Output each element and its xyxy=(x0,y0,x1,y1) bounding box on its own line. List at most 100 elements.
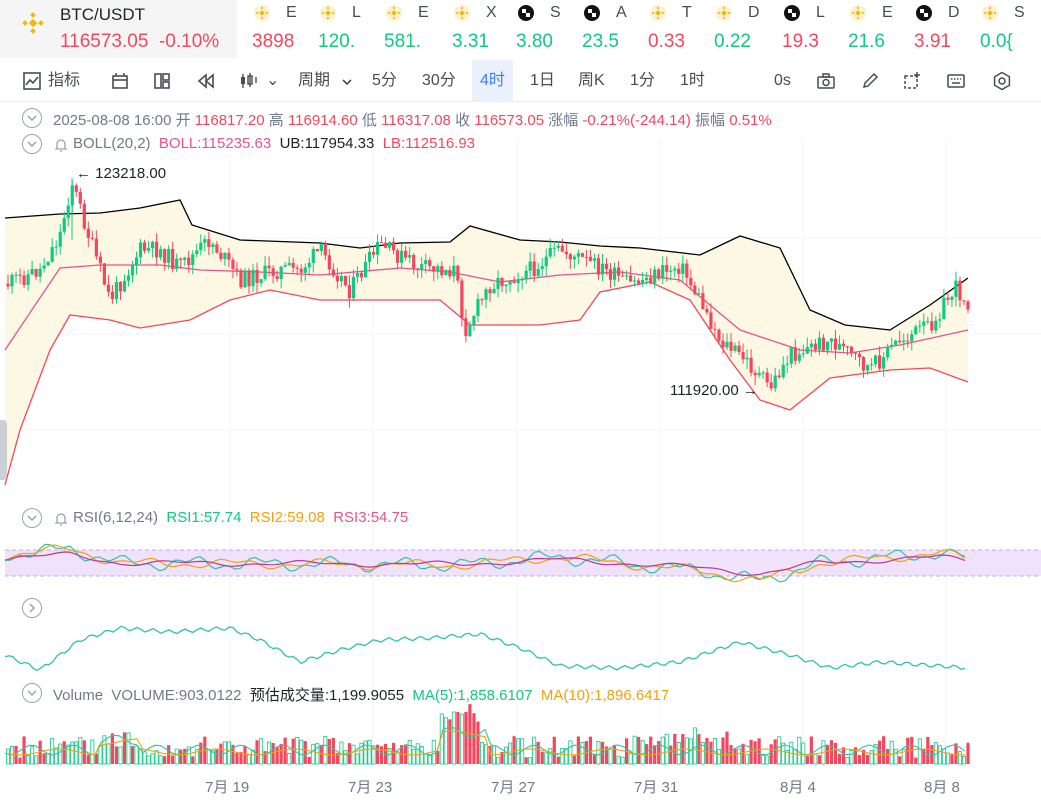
collapse-chevron-icon[interactable] xyxy=(22,683,42,703)
main-pair-tab[interactable]: BTC/USDT 116573.05 -0.10% xyxy=(0,0,237,58)
ticker-item[interactable]: X 3.31 xyxy=(440,0,502,58)
collapse-chevron-icon[interactable] xyxy=(22,508,42,528)
volume-bar xyxy=(50,738,55,765)
candle-body xyxy=(335,275,339,282)
candle-body xyxy=(444,270,448,276)
interval-5m[interactable]: 5分 xyxy=(372,72,397,89)
settings-icon[interactable] xyxy=(992,71,1012,91)
ticker-item[interactable]: S 3.80 xyxy=(504,0,566,58)
candle-body xyxy=(412,255,416,269)
interval-1m[interactable]: 1分 xyxy=(630,72,655,89)
candle-body xyxy=(171,249,175,270)
volume-bar xyxy=(552,736,556,764)
volume-bar xyxy=(299,739,304,765)
rsi3-line xyxy=(4,551,966,577)
candle-body xyxy=(717,329,721,341)
ticker-item[interactable]: A 23.5 xyxy=(570,0,632,58)
ticker-item[interactable]: S 0.0{ xyxy=(968,0,1030,58)
chevron-down-icon[interactable]: ⌄ xyxy=(266,72,280,89)
volume-bar xyxy=(961,756,966,765)
add-chart-icon[interactable] xyxy=(902,71,922,91)
volume-bar xyxy=(829,740,834,764)
bnb-icon xyxy=(386,5,402,21)
rsi2-line xyxy=(4,544,966,583)
period-dropdown[interactable]: 周期 xyxy=(298,72,331,89)
volume-bar xyxy=(660,736,665,765)
candle-body xyxy=(159,249,163,258)
candle-body xyxy=(42,265,46,269)
interval-30m[interactable]: 30分 xyxy=(422,72,456,89)
rsi-name: RSI(6,12,24) xyxy=(73,509,159,526)
volume-bar xyxy=(315,743,320,765)
candle-body xyxy=(608,269,613,280)
candle-body xyxy=(231,259,235,269)
ticker-item[interactable]: T 0.33 xyxy=(636,0,698,58)
volume-bar xyxy=(183,748,187,764)
candle-body xyxy=(725,341,729,348)
volume-bar xyxy=(512,736,516,764)
ticker-item[interactable]: D 3.91 xyxy=(902,0,964,58)
bell-icon[interactable] xyxy=(53,511,69,527)
ticker-item[interactable]: E 3898 xyxy=(240,0,302,58)
ticker-item[interactable]: E 581. xyxy=(372,0,434,58)
volume-bar xyxy=(608,748,613,765)
ticker-item[interactable]: L 19.3 xyxy=(770,0,832,58)
volume-bar xyxy=(757,738,761,764)
interval-1d[interactable]: 1日 xyxy=(530,72,555,89)
collapse-chevron-icon[interactable] xyxy=(22,134,42,154)
indicator-icon[interactable] xyxy=(22,71,42,91)
candle-body xyxy=(315,248,319,251)
volume-bar xyxy=(436,750,440,764)
candle-body xyxy=(669,270,673,272)
volume-bar xyxy=(102,735,107,765)
pencil-icon[interactable] xyxy=(860,71,880,91)
candle-body xyxy=(645,277,649,281)
chart-type-icon[interactable] xyxy=(110,71,130,91)
candle-body xyxy=(195,250,199,255)
chevron-down-icon[interactable] xyxy=(340,75,354,89)
chart-toolbar: 指标 ⌄ 周期 5分 30分 4时 1日 周K 1分 1时 0s xyxy=(0,60,1041,102)
volume-bar xyxy=(716,748,721,765)
ticker-item[interactable]: L 120. xyxy=(306,0,368,58)
candle-body xyxy=(721,340,725,348)
layout-icon[interactable] xyxy=(152,71,172,91)
volume-bar xyxy=(30,746,35,765)
collapse-chevron-icon[interactable] xyxy=(22,108,42,128)
candle-body xyxy=(375,242,380,255)
interval-1h[interactable]: 1时 xyxy=(680,72,705,89)
volume-bar xyxy=(941,748,946,765)
interval-1w[interactable]: 周K xyxy=(578,72,605,89)
ticker-item[interactable]: E 21.6 xyxy=(836,0,898,58)
expand-chevron-icon[interactable] xyxy=(22,598,42,618)
keyboard-icon[interactable] xyxy=(946,71,966,91)
indicators-button[interactable]: 指标 xyxy=(48,72,81,89)
bell-icon[interactable] xyxy=(53,137,69,153)
countdown-seconds[interactable]: 0s xyxy=(774,72,791,89)
ohlc-close: 116573.05 xyxy=(474,112,545,129)
volume-bar xyxy=(496,756,501,765)
candle-body xyxy=(183,257,187,260)
candle-body xyxy=(749,357,753,373)
volume-bar xyxy=(488,745,492,764)
boll-value: BOLL:115235.63 xyxy=(158,135,272,152)
candle-body xyxy=(416,268,420,270)
camera-icon[interactable] xyxy=(816,71,836,91)
ticker-price: 0.33 xyxy=(648,31,685,52)
high-annotation: ← 123218.00 xyxy=(76,165,167,182)
ticker-item[interactable]: D 0.22 xyxy=(702,0,764,58)
volume-bar xyxy=(395,751,400,765)
candle-body xyxy=(448,270,452,277)
resize-handle[interactable] xyxy=(0,420,7,480)
replay-icon[interactable] xyxy=(196,71,216,91)
candle-body xyxy=(785,363,789,365)
candle-body xyxy=(363,261,368,278)
candle-body xyxy=(653,269,657,284)
candlestick-icon[interactable] xyxy=(238,71,258,91)
interval-4h[interactable]: 4时 xyxy=(472,60,513,101)
volume-name: Volume xyxy=(53,687,104,704)
volume-bar xyxy=(564,748,569,765)
volume-bar xyxy=(210,750,215,765)
volume-bar xyxy=(283,737,287,764)
volume-bar xyxy=(479,742,484,765)
